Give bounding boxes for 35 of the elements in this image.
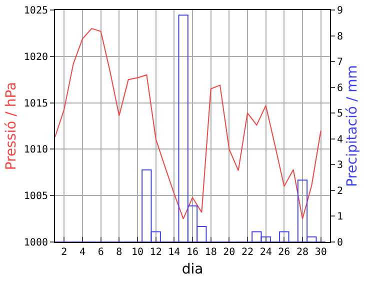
x-tick-label: 28: [296, 247, 309, 258]
y-tick-label: 1020: [24, 52, 48, 63]
y2-tick-label: 1: [337, 212, 344, 223]
y-tick-label: 1010: [24, 144, 48, 156]
y2-tick-label: 9: [337, 6, 344, 16]
x-axis-title: dia: [182, 261, 204, 278]
y2-tick-label: 0: [337, 238, 344, 248]
y2-tick-label: 2: [337, 186, 344, 197]
x-tick-label: 22: [241, 247, 254, 258]
x-tick-label: 12: [150, 247, 162, 258]
x-tick-label: 6: [98, 247, 104, 258]
y2-tick-label: 8: [337, 31, 344, 42]
line-series: [55, 28, 322, 220]
x-tick-label: 18: [204, 247, 217, 258]
y-tick-label: 1025: [24, 6, 48, 16]
x-tick-label: 24: [260, 247, 272, 258]
y2-tick-label: 4: [337, 134, 344, 146]
x-tick-label: 10: [131, 247, 144, 258]
x-tick-label: 2: [61, 247, 68, 258]
x-tick-label: 30: [314, 247, 327, 258]
x-tick-label: 8: [116, 247, 122, 258]
y-tick-label: 1000: [24, 238, 48, 248]
y2-tick-label: 3: [337, 160, 344, 172]
y-tick-label: 1005: [24, 191, 48, 202]
x-tick-label: 4: [79, 247, 86, 258]
y2-tick-label: 7: [337, 57, 344, 68]
y2-tick-label: 6: [337, 82, 344, 94]
x-tick-label: 16: [186, 247, 199, 258]
x-tick-label: 20: [223, 247, 236, 258]
x-tick-label: 26: [278, 247, 290, 258]
y2-tick-label: 5: [337, 108, 344, 120]
y2-axis-title: Precipitació / mm: [344, 65, 360, 187]
x-tick-label: 14: [168, 247, 180, 258]
y-tick-label: 1015: [24, 98, 48, 110]
y-axis-title: Pressió / hPa: [4, 82, 20, 170]
